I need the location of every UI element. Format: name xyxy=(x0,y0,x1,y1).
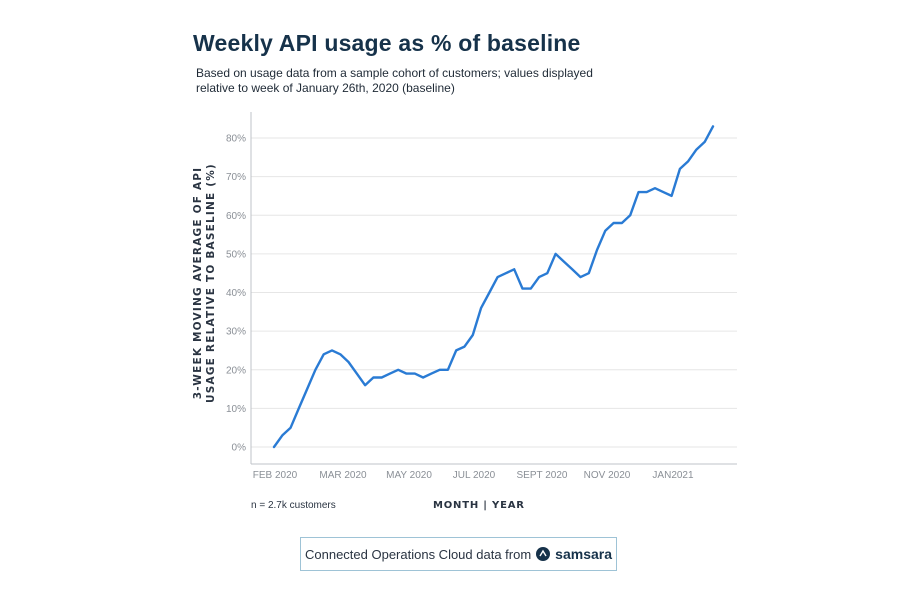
x-axis-label: MONTH | YEAR xyxy=(433,500,525,511)
y-tick-label: 30% xyxy=(226,327,246,338)
y-tick-label: 40% xyxy=(226,288,246,299)
x-tick-label: SEPT 2020 xyxy=(517,470,568,481)
x-tick-label: NOV 2020 xyxy=(584,470,631,481)
x-tick-label: FEB 2020 xyxy=(253,470,298,481)
samsara-logo-icon xyxy=(536,547,551,561)
sample-size-note: n = 2.7k customers xyxy=(251,500,336,511)
x-tick-label: JAN2021 xyxy=(652,470,694,481)
axes xyxy=(250,112,737,465)
y-tick-label: 60% xyxy=(226,211,246,222)
samsara-logo-text: samsara xyxy=(555,546,612,562)
x-tick-label: JUL 2020 xyxy=(453,470,496,481)
chart-subtitle: Based on usage data from a sample cohort… xyxy=(196,66,593,95)
gridlines xyxy=(251,137,737,448)
chart-title: Weekly API usage as % of baseline xyxy=(193,30,581,56)
y-tick-labels: 0% 10% 20% 30% 40% 50% 60% 70% 80% xyxy=(226,134,246,454)
x-tick-labels: FEB 2020 MAR 2020 MAY 2020 JUL 2020 SEPT 202… xyxy=(253,470,694,481)
y-tick-label: 80% xyxy=(226,134,246,145)
y-tick-label: 50% xyxy=(226,249,246,260)
footer-attribution: Connected Operations Cloud data from sam… xyxy=(300,537,617,571)
x-tick-label: MAR 2020 xyxy=(319,470,367,481)
y-tick-label: 0% xyxy=(232,443,247,454)
y-tick-label: 70% xyxy=(226,172,246,183)
series-line xyxy=(272,125,715,449)
y-tick-label: 10% xyxy=(226,404,246,415)
series-layer xyxy=(272,125,715,449)
y-tick-label: 20% xyxy=(226,365,246,376)
x-tick-label: MAY 2020 xyxy=(386,470,432,481)
footer-text: Connected Operations Cloud data from xyxy=(304,546,532,562)
